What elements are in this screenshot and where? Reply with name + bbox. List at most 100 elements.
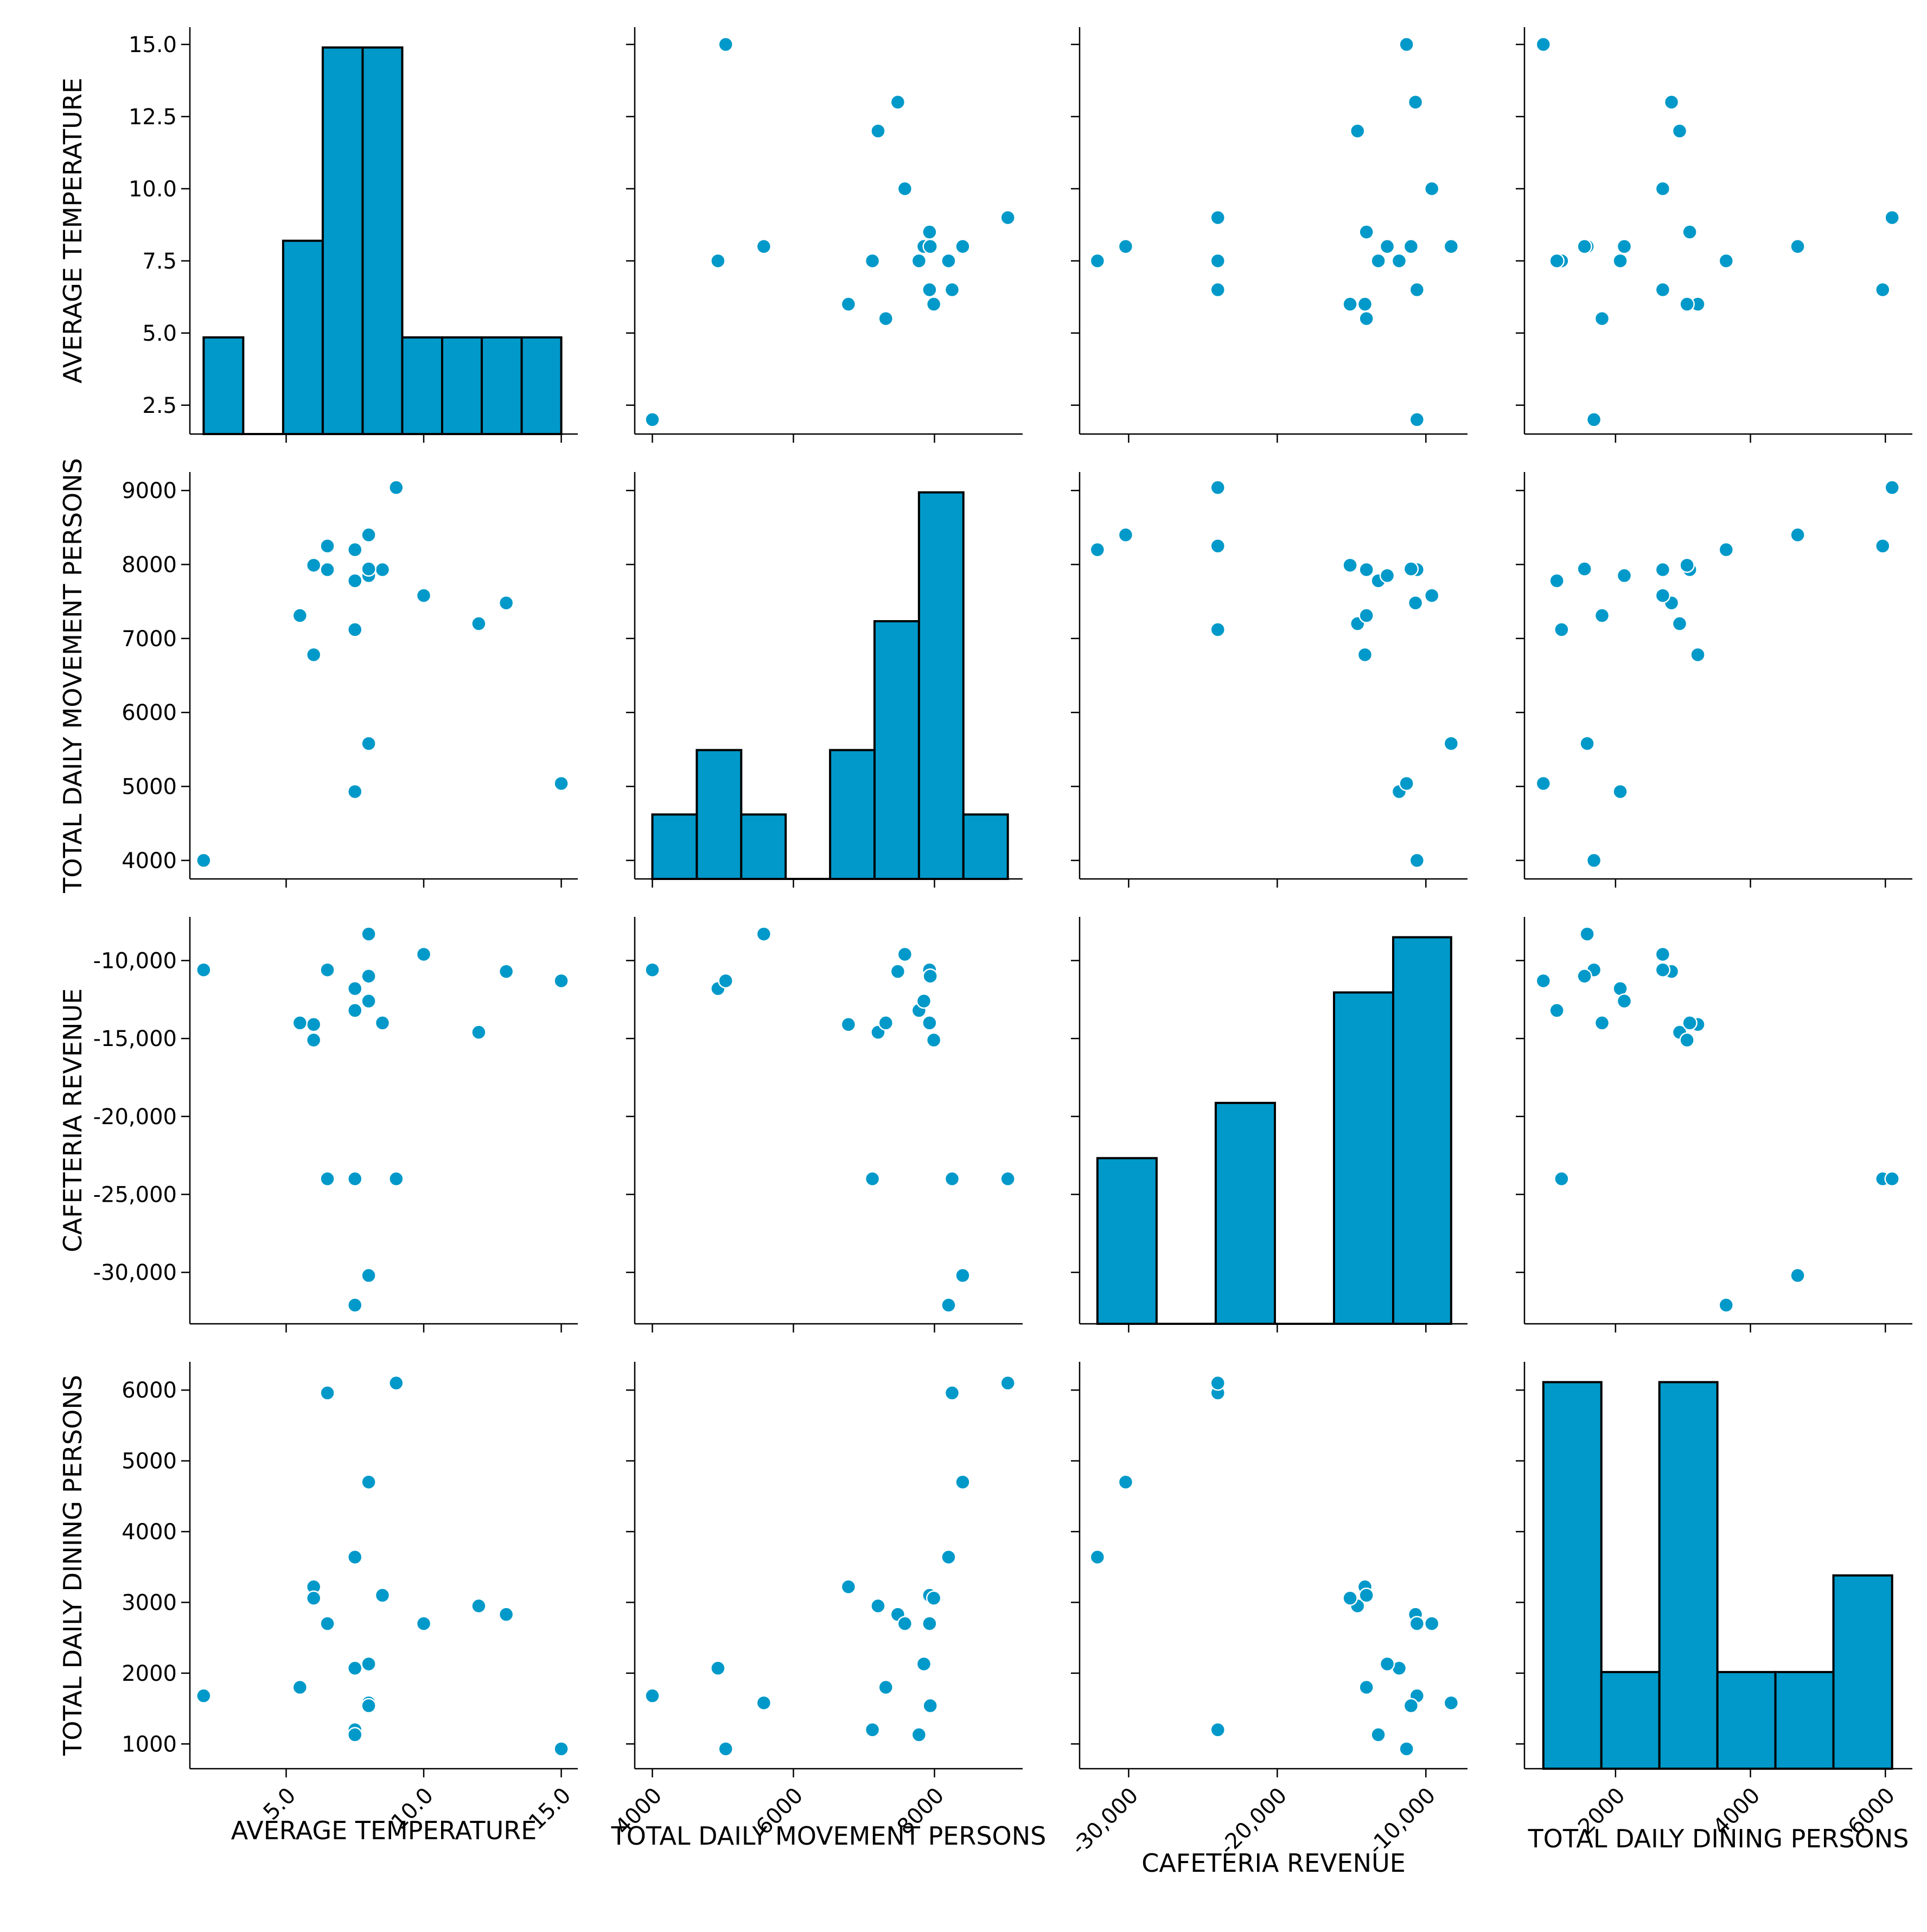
scatter-point [911, 253, 927, 269]
scatter-point [1118, 239, 1134, 254]
scatter-point [878, 1015, 894, 1031]
scatter-point [1210, 480, 1226, 495]
scatter-point [361, 527, 377, 543]
scatter-point [718, 1741, 733, 1757]
scatter-point [916, 1656, 932, 1672]
scatter-point [292, 1015, 308, 1031]
scatter-point [1118, 1474, 1134, 1490]
scatter-point [1350, 123, 1366, 139]
scatter-point [1579, 926, 1595, 942]
scatter-point [1535, 36, 1552, 53]
scatter-point [878, 1679, 894, 1695]
scatter-point [870, 123, 886, 139]
scatter-point [1535, 775, 1552, 792]
scatter-point [1884, 1171, 1900, 1187]
hist-bar [1600, 1670, 1661, 1770]
scatter-point [922, 1015, 937, 1031]
panel-dine-vs-dine: 2000 4000 6000 [1516, 1362, 1912, 1840]
scatter-point [1443, 736, 1459, 751]
scatter-point [305, 1032, 322, 1048]
scatter-point [756, 239, 772, 254]
scatter-point [1399, 1741, 1414, 1757]
x-axis-label-rev: CAFETERIA REVENUE [1141, 1848, 1406, 1878]
scatter-point [1594, 608, 1610, 623]
hist-bar [1392, 936, 1452, 1325]
y-tick-label: 8000 [122, 552, 177, 577]
scatter-point [347, 1003, 363, 1018]
scatter-point [718, 36, 733, 53]
scatter-point [941, 1549, 956, 1565]
scatter-point [1399, 36, 1414, 53]
scatter-point [941, 1297, 956, 1313]
scatter-point [1679, 296, 1695, 312]
scatter-point [361, 968, 377, 984]
scatter-point [710, 1660, 726, 1676]
scatter-point [1655, 946, 1671, 962]
hist-bar [1658, 1381, 1719, 1770]
y-tick-label: 7.5 [142, 249, 177, 274]
scatter-point [1358, 1587, 1374, 1603]
scatter-point [361, 1267, 377, 1284]
y-tick-label: -20,000 [93, 1105, 177, 1130]
scatter-point [864, 253, 880, 269]
y-tick-label: 4000 [122, 849, 177, 873]
x-tick-label: -30,000 [1067, 1783, 1144, 1860]
scatter-point [926, 1590, 942, 1606]
y-axis-label-move: TOTAL DAILY MOVEMENT PERSONS [58, 458, 87, 894]
panel-dine-vs-move: 4000 6000 8000 [610, 1362, 1023, 1840]
scatter-point [645, 1688, 660, 1704]
hist-bar [441, 336, 483, 435]
scatter-point [1424, 181, 1440, 197]
scatter-point [922, 1698, 938, 1714]
scatter-point [1403, 1698, 1419, 1714]
y-tick-label: 12.5 [129, 105, 177, 130]
scatter-point [553, 1741, 569, 1757]
scatter-point [1612, 253, 1628, 269]
hist-bar [401, 336, 444, 435]
scatter-point [1210, 1722, 1226, 1738]
scatter-point [1790, 239, 1805, 254]
scatter-point [1403, 239, 1419, 254]
scatter-point [955, 1267, 971, 1284]
scatter-point [196, 962, 212, 978]
scatter-point [292, 1679, 308, 1695]
scatter-point [471, 616, 487, 632]
scatter-point [1409, 852, 1425, 869]
scatter-point [1549, 253, 1565, 269]
x-axis-label-move: TOTAL DAILY MOVEMENT PERSONS [611, 1821, 1047, 1851]
panel-move-vs-rev [1071, 472, 1467, 888]
scatter-point [347, 980, 363, 997]
scatter-point [1679, 1032, 1695, 1048]
hist-bar [651, 813, 698, 880]
y-tick-label: 5.0 [142, 321, 177, 346]
scatter-point [1616, 993, 1632, 1009]
panel-dine-vs-rev: -30,000 -20,000 -10,000 [1067, 1362, 1467, 1860]
scatter-point [361, 993, 377, 1009]
hist-bar [321, 46, 364, 435]
scatter-point [347, 1171, 363, 1187]
panel-temp-vs-dine [1516, 27, 1912, 443]
scatter-point [1586, 412, 1602, 428]
y-tick-label: 15.0 [129, 33, 177, 58]
scatter-point [1579, 736, 1595, 751]
panel-temp-vs-temp: 2.5 5.0 7.5 10.0 12.5 15.0 [129, 27, 578, 443]
scatter-point [944, 1171, 960, 1187]
y-tick-label: 2000 [122, 1661, 177, 1686]
scatter-point [1089, 541, 1106, 558]
y-tick-label: 3000 [122, 1590, 177, 1615]
scatter-point [926, 1032, 942, 1048]
scatter-point [1875, 282, 1891, 298]
scatter-point [320, 962, 335, 978]
scatter-point [756, 1695, 772, 1711]
scatter-point [1424, 1616, 1440, 1631]
scatter-point [1577, 561, 1592, 577]
hist-bar [1096, 1157, 1158, 1325]
scatter-point [553, 973, 569, 989]
scatter-point [361, 561, 377, 577]
scatter-point [1577, 239, 1592, 254]
hist-bar [1832, 1574, 1893, 1770]
scatter-point [1210, 1375, 1226, 1391]
scatter-point [1210, 622, 1226, 637]
hist-bar [1214, 1101, 1276, 1325]
scatter-point [347, 1297, 363, 1313]
